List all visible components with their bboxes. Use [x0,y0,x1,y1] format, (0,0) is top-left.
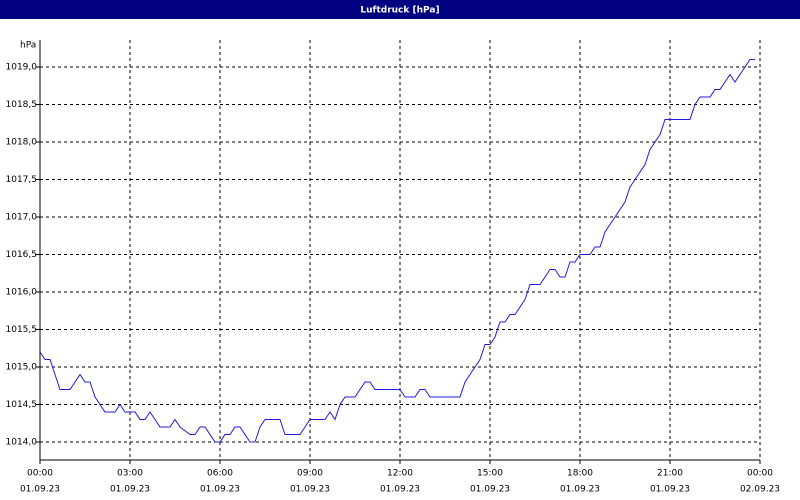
x-tick-date: 01.09.23 [110,485,150,495]
chart-title: Luftdruck [hPa] [360,6,439,16]
y-tick-label: 1014,0 [6,438,38,448]
y-tick-label: 1018,0 [6,138,38,148]
line-series [39,59,755,443]
y-tick-label: 1016,0 [6,288,38,298]
x-tick-date: 01.09.23 [380,485,420,495]
y-tick-label: 1015,5 [6,325,38,335]
y-axis-unit: hPa [20,41,36,51]
x-tick-label: 00:00 [27,469,53,479]
x-tick-label: 03:00 [117,469,143,479]
x-tick-label: 21:00 [657,469,683,479]
y-tick-label: 1016,5 [6,250,38,260]
title-bar [0,0,800,19]
y-tick-label: 1018,5 [6,100,38,110]
y-tick-label: 1017,0 [6,213,38,223]
x-tick-label: 12:00 [387,469,413,479]
x-tick-date: 01.09.23 [650,485,690,495]
x-tick-date: 02.09.23 [740,485,780,495]
x-tick-label: 09:00 [297,469,323,479]
x-tick-date: 01.09.23 [560,485,600,495]
y-tick-label: 1019,0 [6,63,38,73]
x-tick-date: 01.09.23 [20,485,60,495]
y-tick-label: 1014,5 [6,400,38,410]
x-tick-date: 01.09.23 [200,485,240,495]
x-tick-date: 01.09.23 [290,485,330,495]
y-tick-label: 1017,5 [6,175,38,185]
x-tick-date: 01.09.23 [470,485,510,495]
x-tick-label: 06:00 [207,469,233,479]
x-tick-label: 00:00 [747,469,773,479]
x-tick-label: 15:00 [477,469,503,479]
y-tick-label: 1015,0 [6,363,38,373]
x-tick-label: 18:00 [567,469,593,479]
